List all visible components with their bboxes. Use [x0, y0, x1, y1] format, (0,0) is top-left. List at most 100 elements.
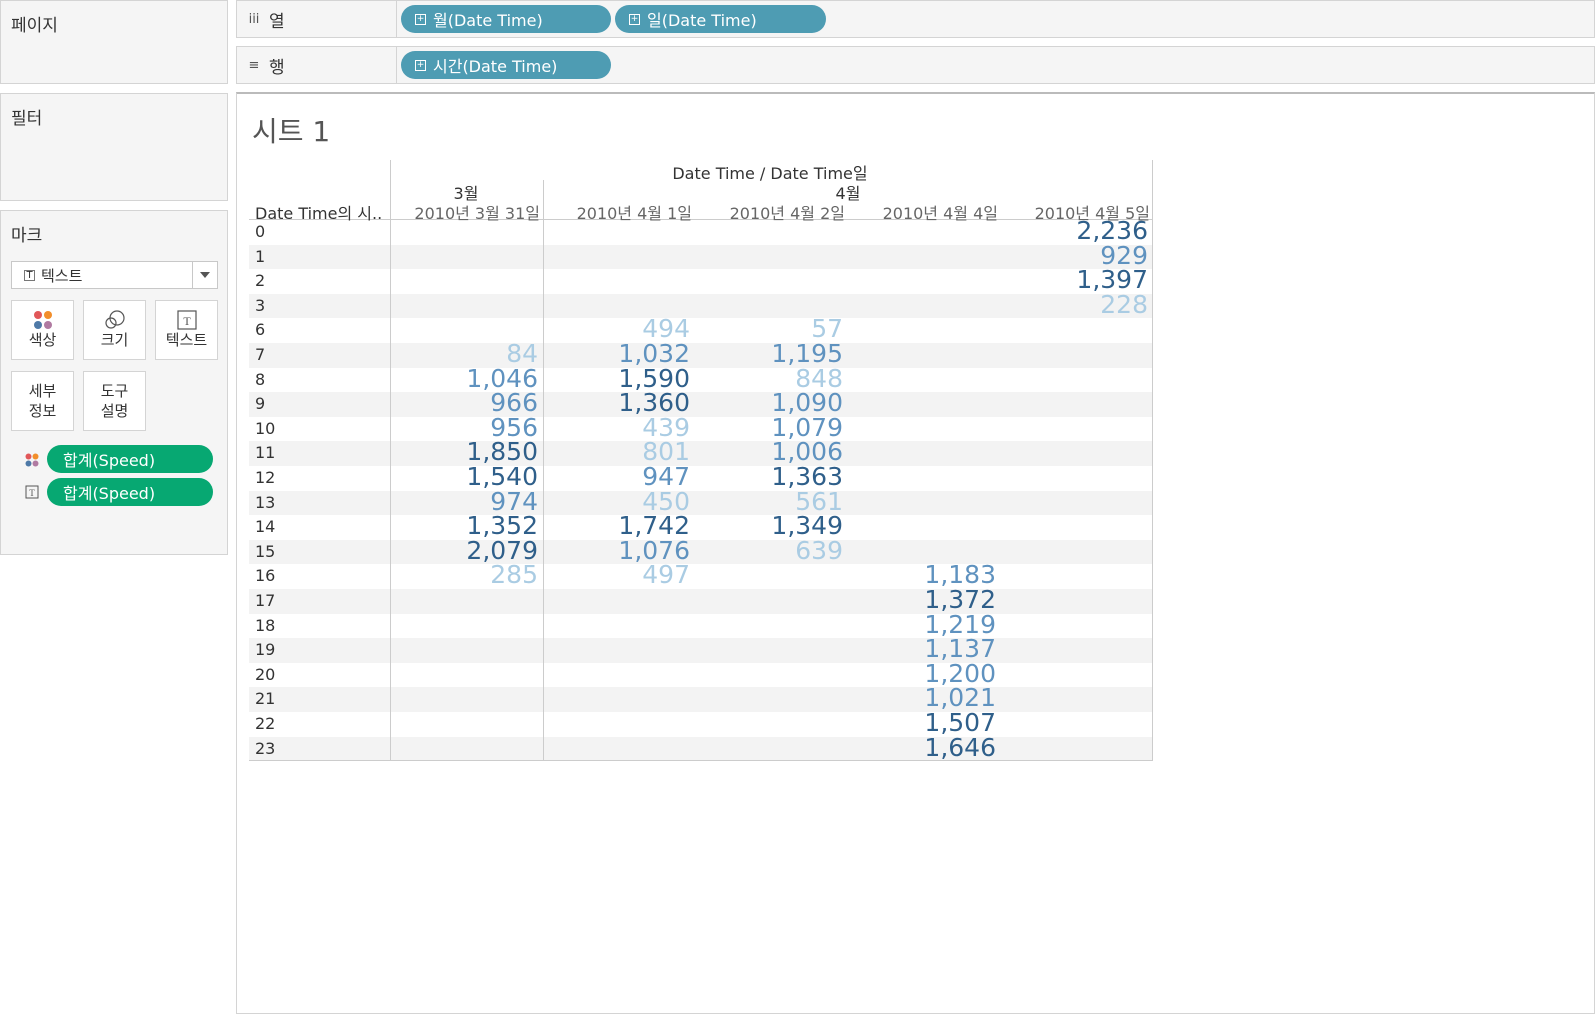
- row-pill-hour[interactable]: + 시간(Date Time): [401, 51, 611, 79]
- row-label[interactable]: 2: [255, 271, 266, 291]
- row-label[interactable]: 10: [255, 418, 276, 438]
- row-label[interactable]: 11: [255, 443, 276, 463]
- sheet-title: 시트 1: [252, 115, 331, 148]
- table-cell[interactable]: 497: [642, 560, 690, 590]
- detail-card[interactable]: 세부 정보: [11, 371, 74, 431]
- table-cell[interactable]: 929: [1100, 240, 1148, 270]
- table-cell[interactable]: 1,200: [924, 658, 996, 688]
- row-label[interactable]: 0: [255, 222, 266, 241]
- table-cell[interactable]: 1,742: [618, 511, 690, 541]
- table-cell[interactable]: 966: [490, 388, 538, 418]
- pages-panel[interactable]: 페이지: [0, 0, 228, 84]
- table-cell[interactable]: 1,183: [924, 560, 996, 590]
- row-label[interactable]: 15: [255, 541, 276, 561]
- row-band: [249, 687, 1153, 712]
- table-cell[interactable]: 450: [642, 486, 690, 516]
- table-cell[interactable]: 2,236: [1076, 216, 1148, 245]
- table-cell[interactable]: 1,850: [466, 437, 538, 467]
- row-label[interactable]: 19: [255, 640, 276, 660]
- table-cell[interactable]: 1,397: [1076, 265, 1148, 295]
- table-cell[interactable]: 1,507: [924, 708, 996, 737]
- columns-shelf-label: iii 열: [237, 1, 397, 37]
- columns-shelf[interactable]: iii 열 + 월(Date Time) + 일(Date Time): [236, 0, 1595, 38]
- column-pill-month-label: 월(Date Time): [433, 11, 543, 30]
- text-measure-pill[interactable]: 합계(Speed): [47, 478, 213, 506]
- table-cell[interactable]: 84: [506, 339, 538, 368]
- table-cell[interactable]: 1,006: [771, 437, 843, 467]
- row-label[interactable]: 8: [255, 369, 266, 389]
- day-header[interactable]: 2010년 4월 5일: [1034, 204, 1150, 223]
- table-cell[interactable]: 57: [811, 314, 843, 344]
- table-cell[interactable]: 947: [642, 462, 690, 491]
- table-cell[interactable]: 1,540: [466, 462, 538, 491]
- day-header[interactable]: 2010년 4월 1일: [576, 204, 692, 223]
- filters-panel[interactable]: 필터: [0, 93, 228, 201]
- table-cell[interactable]: 1,646: [924, 732, 996, 762]
- table-cell[interactable]: 1,076: [618, 535, 690, 565]
- text-card[interactable]: T 텍스트: [155, 300, 218, 360]
- row-header[interactable]: Date Time의 시..: [255, 204, 383, 223]
- table-cell[interactable]: 801: [642, 437, 690, 467]
- table-cell[interactable]: 494: [642, 314, 690, 344]
- table-cell[interactable]: 1,090: [771, 388, 843, 418]
- table-cell[interactable]: 639: [795, 535, 843, 565]
- expand-plus-icon[interactable]: +: [415, 13, 426, 25]
- table-cell[interactable]: 1,360: [618, 388, 690, 418]
- marks-panel: 마크 T 텍스트 색상 크기 T 텍스트 세부 정보 도구 설명 합계(Spee…: [0, 210, 228, 555]
- row-label[interactable]: 18: [255, 615, 276, 635]
- table-cell[interactable]: 974: [490, 486, 538, 516]
- chevron-down-icon[interactable]: [192, 262, 217, 288]
- table-cell[interactable]: 1,349: [771, 511, 843, 541]
- detail-card-label: 세부 정보: [28, 382, 57, 420]
- row-label[interactable]: 14: [255, 517, 276, 537]
- row-label[interactable]: 16: [255, 566, 276, 586]
- color-measure-pill[interactable]: 합계(Speed): [47, 445, 213, 473]
- table-cell[interactable]: 1,079: [771, 412, 843, 442]
- size-card[interactable]: 크기: [83, 300, 146, 360]
- table-cell[interactable]: 1,195: [771, 339, 843, 368]
- expand-plus-icon[interactable]: +: [415, 59, 426, 71]
- table-cell[interactable]: 2,079: [466, 535, 538, 565]
- table-cell[interactable]: 561: [795, 486, 843, 516]
- row-label[interactable]: 17: [255, 591, 276, 610]
- row-label[interactable]: 23: [255, 738, 276, 758]
- table-cell[interactable]: 1,372: [924, 585, 996, 614]
- table-cell[interactable]: 285: [490, 560, 538, 590]
- table-cell[interactable]: 1,032: [618, 339, 690, 368]
- column-pill-day[interactable]: + 일(Date Time): [615, 5, 826, 33]
- row-label[interactable]: 21: [255, 689, 276, 709]
- table-cell[interactable]: 1,590: [618, 363, 690, 393]
- rows-shelf[interactable]: ≡ 행 + 시간(Date Time): [236, 46, 1595, 84]
- table-cell[interactable]: 1,219: [924, 609, 996, 639]
- size-circles-icon: [104, 310, 125, 329]
- row-label[interactable]: 1: [255, 246, 266, 266]
- row-label[interactable]: 13: [255, 492, 276, 512]
- table-cell[interactable]: 1,363: [771, 462, 843, 491]
- column-pill-day-label: 일(Date Time): [647, 11, 757, 30]
- table-cell[interactable]: 1,021: [924, 683, 996, 713]
- row-label[interactable]: 12: [255, 468, 276, 487]
- row-band: [249, 638, 1153, 663]
- table-cell[interactable]: 1,352: [466, 511, 538, 541]
- row-label[interactable]: 6: [255, 320, 266, 340]
- row-label[interactable]: 7: [255, 345, 266, 364]
- row-label[interactable]: 3: [255, 295, 266, 315]
- day-header[interactable]: 2010년 3월 31일: [414, 204, 540, 223]
- column-pill-month[interactable]: + 월(Date Time): [401, 5, 611, 33]
- table-cell[interactable]: 439: [642, 412, 690, 442]
- color-card[interactable]: 색상: [11, 300, 74, 360]
- expand-plus-icon[interactable]: +: [629, 13, 640, 25]
- table-cell[interactable]: 1,137: [924, 634, 996, 664]
- mark-type-dropdown[interactable]: T 텍스트: [11, 261, 218, 289]
- tooltip-card[interactable]: 도구 설명: [83, 371, 146, 431]
- row-label[interactable]: 20: [255, 664, 276, 684]
- table-cell[interactable]: 228: [1100, 289, 1148, 319]
- table-cell[interactable]: 1,046: [466, 363, 538, 393]
- day-header[interactable]: 2010년 4월 2일: [729, 204, 845, 223]
- row-band: [249, 490, 1153, 516]
- day-header[interactable]: 2010년 4월 4일: [882, 204, 998, 223]
- row-label[interactable]: 22: [255, 714, 276, 733]
- row-label[interactable]: 9: [255, 394, 266, 414]
- table-cell[interactable]: 848: [795, 363, 843, 393]
- table-cell[interactable]: 956: [490, 412, 538, 442]
